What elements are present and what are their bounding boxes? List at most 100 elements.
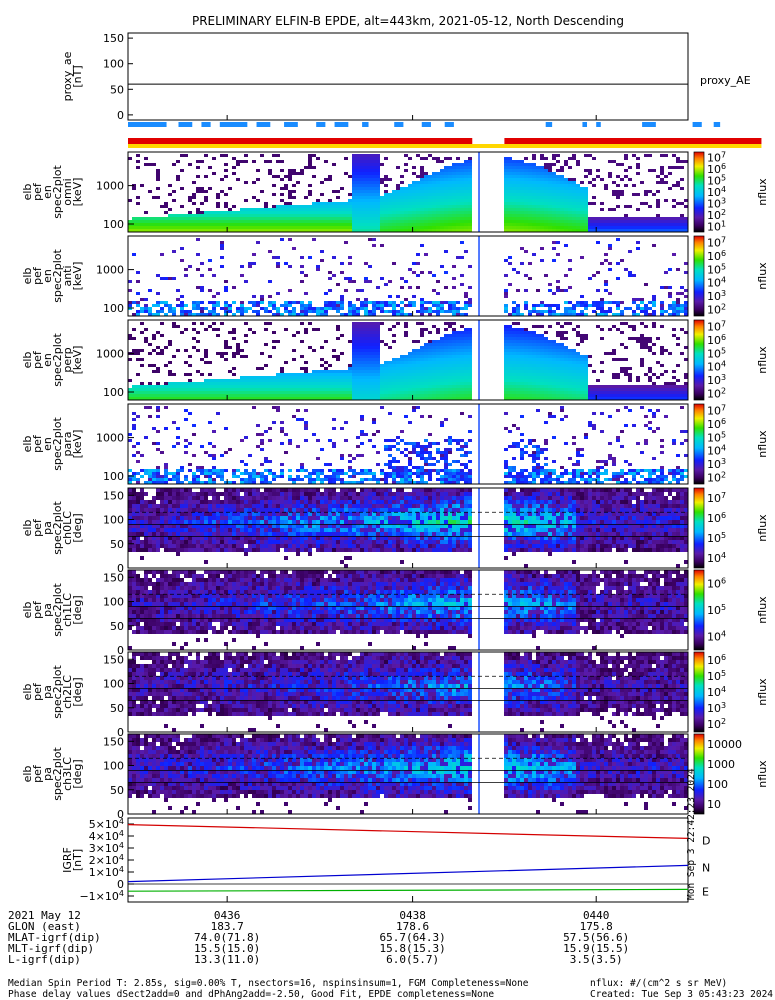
energy-panel-0-cell bbox=[548, 199, 552, 202]
energy-panel-1-cell bbox=[524, 250, 528, 253]
energy-panel-0-cell bbox=[372, 214, 376, 217]
energy-panel-2-cell bbox=[228, 394, 232, 397]
energy-panel-3-cell bbox=[316, 475, 320, 478]
energy-panel-2-cell bbox=[456, 373, 460, 376]
energy-panel-2-cell bbox=[648, 349, 652, 352]
energy-panel-0-cell bbox=[244, 217, 248, 220]
energy-panel-1-cell bbox=[304, 292, 308, 295]
energy-panel-2-cell bbox=[312, 388, 316, 391]
energy-panel-2-cell bbox=[192, 385, 196, 388]
energy-panel-0-cell bbox=[352, 223, 356, 226]
energy-panel-1-cell bbox=[648, 313, 652, 316]
energy-panel-2-cell bbox=[468, 358, 472, 361]
energy-panel-2-cell bbox=[628, 397, 632, 400]
energy-panel-2-cell bbox=[532, 334, 536, 337]
energy-panel-2-cell bbox=[384, 379, 388, 382]
energy-panel-2-cell bbox=[456, 382, 460, 385]
energy-panel-0-cell bbox=[412, 172, 416, 175]
energy-panel-3-cell bbox=[196, 475, 200, 478]
energy-panel-0-cell bbox=[196, 223, 200, 226]
energy-panel-0-cell bbox=[572, 211, 576, 214]
energy-panel-0-cell bbox=[452, 214, 456, 217]
energy-panel-2-cell bbox=[252, 388, 256, 391]
energy-panel-0-cell bbox=[228, 217, 232, 220]
energy-panel-1-cbar-label: nflux bbox=[756, 262, 769, 290]
energy-panel-0-cell bbox=[592, 226, 596, 229]
energy-panel-1-cell bbox=[396, 295, 400, 298]
energy-panel-0-cell bbox=[532, 157, 536, 160]
energy-panel-2-cell bbox=[356, 385, 360, 388]
energy-panel-0-cell bbox=[204, 175, 208, 178]
energy-panel-2-cell bbox=[136, 358, 140, 361]
energy-panel-0-cell bbox=[680, 187, 684, 190]
energy-panel-2-cell bbox=[368, 385, 372, 388]
energy-panel-0-cell bbox=[328, 226, 332, 229]
energy-panel-0-cell bbox=[612, 229, 616, 232]
energy-panel-2-cell bbox=[504, 361, 508, 364]
energy-panel-0-cell bbox=[536, 190, 540, 193]
energy-panel-2-cell bbox=[376, 376, 380, 379]
energy-panel-0-cell bbox=[684, 205, 688, 208]
energy-panel-2-cell bbox=[380, 379, 384, 382]
energy-panel-0-cell bbox=[592, 202, 596, 205]
energy-panel-2-cell bbox=[668, 397, 672, 400]
energy-panel-2-cell bbox=[656, 397, 660, 400]
energy-panel-3-cell bbox=[176, 478, 180, 481]
energy-panel-2-cell bbox=[200, 394, 204, 397]
energy-panel-2-cell bbox=[224, 394, 228, 397]
energy-panel-0-cell bbox=[572, 190, 576, 193]
energy-panel-2-cell bbox=[536, 370, 540, 373]
energy-panel-0-cell bbox=[328, 211, 332, 214]
energy-panel-0-cell bbox=[580, 214, 584, 217]
energy-panel-1-cell bbox=[456, 313, 460, 316]
energy-panel-3-cell bbox=[332, 472, 336, 475]
energy-panel-1-cell bbox=[216, 292, 220, 295]
energy-panel-0-cell bbox=[432, 172, 436, 175]
energy-panel-0-cell bbox=[304, 166, 308, 169]
energy-panel-0-cell bbox=[264, 160, 268, 163]
energy-panel-0-cell bbox=[392, 217, 396, 220]
energy-panel-2-cell bbox=[356, 388, 360, 391]
energy-panel-0-cell bbox=[372, 160, 376, 163]
energy-panel-3-cell bbox=[200, 472, 204, 475]
energy-panel-0-cell bbox=[332, 220, 336, 223]
energy-panel-0-cell bbox=[372, 181, 376, 184]
energy-panel-3-cell bbox=[132, 454, 136, 457]
energy-panel-2-cell bbox=[176, 388, 180, 391]
energy-panel-1-cell bbox=[616, 238, 620, 241]
energy-panel-2-cell bbox=[684, 346, 688, 349]
energy-panel-1-cell bbox=[528, 277, 532, 280]
energy-panel-0-cell bbox=[460, 184, 464, 187]
energy-panel-2-cell bbox=[272, 331, 276, 334]
energy-panel-2-cell bbox=[288, 376, 292, 379]
energy-panel-1-cell bbox=[196, 307, 200, 310]
energy-panel-0-cell bbox=[528, 172, 532, 175]
energy-panel-2-cell bbox=[360, 391, 364, 394]
energy-panel-0-cell bbox=[528, 226, 532, 229]
energy-panel-3-cell bbox=[364, 469, 368, 472]
energy-panel-0-cell bbox=[280, 220, 284, 223]
energy-panel-2-cell bbox=[612, 388, 616, 391]
energy-panel-2-cell bbox=[464, 391, 468, 394]
energy-panel-0-cell bbox=[328, 229, 332, 232]
energy-panel-1-cell bbox=[604, 283, 608, 286]
energy-panel-3-cell bbox=[368, 478, 372, 481]
energy-panel-2-cell bbox=[680, 394, 684, 397]
energy-panel-0-cell bbox=[648, 169, 652, 172]
energy-panel-0-cell bbox=[468, 190, 472, 193]
energy-panel-2-cell bbox=[296, 391, 300, 394]
energy-panel-0-cell bbox=[256, 199, 260, 202]
energy-panel-0-cell bbox=[132, 217, 136, 220]
energy-panel-2-cell bbox=[400, 355, 404, 358]
energy-panel-2-cell bbox=[196, 397, 200, 400]
energy-panel-0-cell bbox=[436, 187, 440, 190]
energy-panel-2-cell bbox=[340, 391, 344, 394]
energy-panel-2-cell bbox=[540, 391, 544, 394]
energy-panel-2-cell bbox=[208, 391, 212, 394]
energy-panel-0-cell bbox=[568, 211, 572, 214]
energy-panel-2-cell bbox=[532, 385, 536, 388]
energy-panel-1-cell bbox=[428, 301, 432, 304]
energy-panel-0-cell bbox=[376, 202, 380, 205]
energy-panel-1-cell bbox=[300, 280, 304, 283]
